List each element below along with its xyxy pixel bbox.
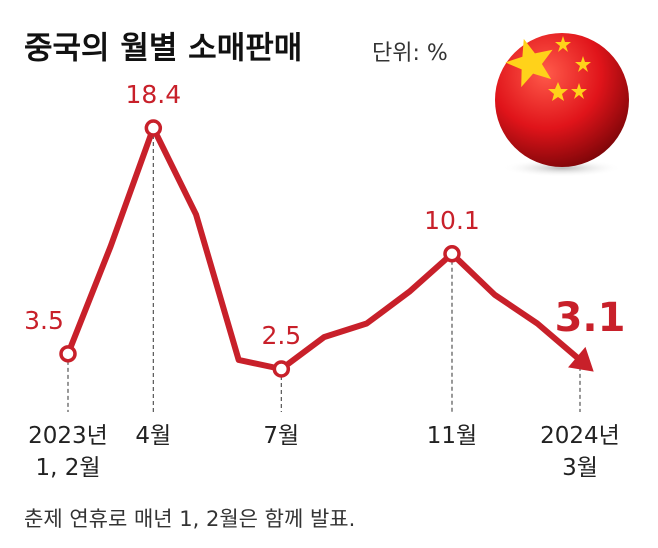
value-label: 18.4 (125, 80, 181, 109)
x-tick-label: 7월 (263, 423, 300, 449)
point-marker (59, 345, 77, 363)
value-label: 3.5 (24, 306, 64, 335)
point-marker (144, 119, 163, 137)
value-label: 10.1 (424, 206, 480, 235)
footnote: 춘제 연휴로 매년 1, 2월은 함께 발표. (24, 507, 355, 531)
x-tick-label: 2023년 1, 2월 (28, 423, 108, 481)
arrow-head (568, 346, 594, 372)
unit-label: 단위: % (372, 41, 448, 66)
line (65, 125, 582, 372)
x-tick-label: 11월 (426, 423, 478, 449)
point-marker (272, 360, 291, 378)
value-label: 3.1 (555, 295, 626, 341)
flag-ball (495, 33, 629, 177)
x-tick-label: 2024년 3월 (540, 423, 620, 481)
value-label: 2.5 (261, 321, 301, 350)
x-tick-label: 4월 (135, 423, 172, 449)
point-marker (443, 245, 461, 263)
chart-title: 중국의 월별 소매판매 (24, 31, 302, 67)
